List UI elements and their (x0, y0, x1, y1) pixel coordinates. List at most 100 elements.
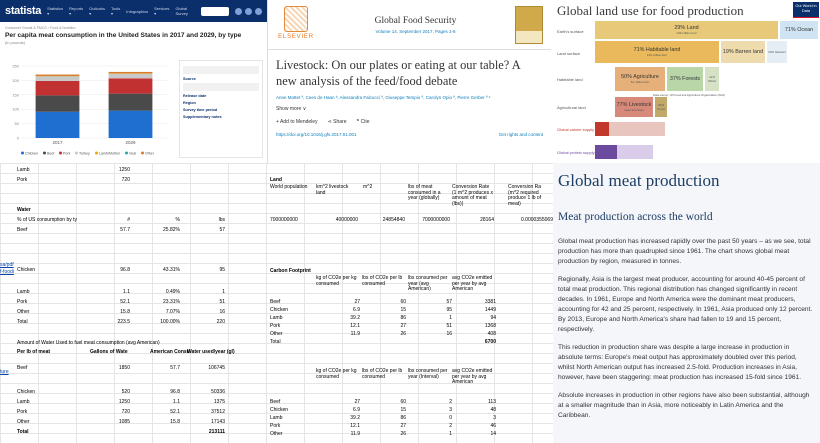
water2-row-gallons[interactable]: 720 (121, 409, 130, 415)
cell-pork-gal[interactable]: 720 (121, 177, 130, 183)
nav-tools[interactable]: Tools ▾ (110, 6, 121, 16)
link-sa-pdf[interactable]: sa/pdf (0, 262, 14, 268)
water2-row-label[interactable]: Pork (17, 409, 28, 415)
land-value[interactable]: 28164 (480, 217, 494, 223)
carbon-cell[interactable]: Other (270, 331, 283, 337)
water-row-pct[interactable]: 23.31% (163, 299, 180, 305)
water-header-0[interactable]: % of US consumption by ty (17, 217, 78, 223)
water2-row-gallons[interactable]: 1850 (118, 365, 130, 371)
carbon-cell[interactable]: 12.1 (350, 323, 360, 329)
breadcrumb[interactable]: Consumer Goods & FMCG › Food & Nutrition (5, 26, 76, 30)
water2-header-3[interactable]: Water used/year (gl) (187, 349, 235, 355)
water2-row-water-used[interactable]: 1375 (213, 399, 225, 405)
carbon-cell[interactable]: 1368 (484, 323, 496, 329)
land-value[interactable]: 24854840 (382, 217, 405, 223)
carbon-cell[interactable]: 1 (449, 315, 452, 321)
water-row-label[interactable]: Pork (17, 299, 28, 305)
carbon2-header[interactable]: avg CO2e emitted per year by avg America… (452, 368, 493, 385)
water-title[interactable]: Water (17, 207, 31, 213)
carbon-cell[interactable]: 1449 (484, 307, 496, 313)
language-icon[interactable] (245, 7, 252, 15)
carbon2-cell[interactable]: 48 (490, 407, 496, 413)
water-row-pct[interactable]: 43.31% (163, 267, 180, 273)
carbon-cell[interactable]: Beef (270, 299, 281, 305)
carbon2-cell[interactable]: 6.9 (353, 407, 360, 413)
carbon-cell[interactable]: Total (270, 339, 281, 345)
carbon2-header[interactable]: lbs consumed per year (Interval) (408, 368, 448, 380)
water-header-2[interactable]: % (175, 217, 180, 223)
carbon2-cell[interactable]: 14 (490, 431, 496, 437)
water-row-label[interactable]: Chicken (17, 267, 36, 273)
water-row-count[interactable]: 1.1 (123, 289, 130, 295)
carbon-cell[interactable]: 86 (400, 315, 406, 321)
water-row-pct[interactable]: 7.07% (165, 309, 180, 315)
sidebar-toolbar[interactable] (183, 66, 259, 74)
carbon-cell[interactable]: 15 (400, 307, 406, 313)
water-row-pct[interactable]: 0.49% (165, 289, 180, 295)
land-value[interactable]: 7000000000 (422, 217, 450, 223)
link-f-foodi[interactable]: f-foodi (0, 269, 14, 275)
carbon-cell[interactable]: 11.9 (350, 331, 360, 337)
nav-outlooks[interactable]: Outlooks ▾ (89, 6, 105, 16)
water-row-lbs[interactable]: 1 (222, 289, 225, 295)
water-row-pct[interactable]: 100.00% (160, 319, 180, 325)
link-ture[interactable]: ture (0, 369, 9, 375)
add-to-mendeley-button[interactable]: + Add to Mendeley (276, 119, 318, 125)
water2-row-gallons[interactable]: 1085 (118, 419, 130, 425)
journal-volume[interactable]: Volume 14, September 2017, Pages 1-8 (375, 29, 456, 34)
carbon-cell[interactable]: 6.9 (353, 307, 360, 313)
water2-row-label[interactable]: Other (17, 419, 30, 425)
carbon-header[interactable]: lbs of CO2e per lb consumed (362, 275, 403, 287)
water-row-count[interactable]: 223.5 (117, 319, 130, 325)
water2-title[interactable]: Amount of Water Used to fuel meat consum… (17, 340, 160, 346)
land-header[interactable]: m^2 (363, 184, 373, 190)
carbon2-cell[interactable]: 3 (493, 415, 496, 421)
carbon2-cell[interactable]: Pork (270, 423, 281, 429)
water-row-lbs[interactable]: 51 (219, 299, 225, 305)
carbon2-cell[interactable]: Other (270, 431, 283, 437)
water2-row-gallons[interactable]: 1250 (118, 399, 130, 405)
carbon-cell[interactable]: Lamb (270, 315, 283, 321)
water-row-label[interactable]: Lamb (17, 289, 30, 295)
nav-reports[interactable]: Reports ▾ (69, 6, 84, 16)
water-row-count[interactable]: 15.8 (120, 309, 130, 315)
carbon2-header[interactable]: kg of CO2e per kg consumed (316, 368, 357, 380)
carbon2-cell[interactable]: 86 (400, 415, 406, 421)
show-more-link[interactable]: Show more ∨ (276, 106, 307, 112)
source-info[interactable] (183, 83, 259, 91)
cell-lamb-gal[interactable]: 1250 (118, 167, 130, 173)
water2-row-water-used[interactable]: 37512 (211, 409, 225, 415)
carbon-cell[interactable]: 3381 (484, 299, 496, 305)
journal-cover[interactable] (515, 6, 543, 44)
water-row-label[interactable]: Total (17, 319, 28, 325)
water2-row-label[interactable]: Beef (17, 365, 28, 371)
water2-row-label[interactable]: Total (17, 429, 29, 435)
menu-icon[interactable] (255, 7, 262, 15)
carbon-title[interactable]: Carbon Footprint (270, 268, 311, 274)
carbon-cell[interactable]: 57 (446, 299, 452, 305)
carbon2-header[interactable]: lbs of CO2e per lb consumed (362, 368, 403, 380)
carbon-cell[interactable]: 6700 (484, 339, 496, 345)
nav-global-survey[interactable]: Global Survey (175, 6, 188, 16)
carbon2-cell[interactable]: Beef (270, 399, 281, 405)
share-button[interactable]: ⋖ Share (328, 119, 347, 125)
carbon2-cell[interactable]: 2 (449, 399, 452, 405)
carbon-cell[interactable]: 408 (487, 331, 496, 337)
user-icon[interactable] (235, 7, 242, 15)
land-header[interactable]: Conversion Rate (1 m^2 produces x amount… (452, 184, 493, 207)
land-header[interactable]: lbs of meat consumed in a year (globally… (408, 184, 441, 201)
carbon-cell[interactable]: 16 (446, 331, 452, 337)
carbon-header[interactable]: lbs consumed per year (avg American) (408, 275, 448, 292)
water-row-count[interactable]: 52.1 (120, 299, 130, 305)
water2-header-0[interactable]: Per lb of meat (17, 349, 51, 355)
water2-row-water-used[interactable]: 213111 (208, 429, 225, 435)
search-input[interactable] (201, 6, 229, 16)
carbon2-cell[interactable]: 15 (400, 407, 406, 413)
cell-pork[interactable]: Pork (17, 177, 28, 183)
owid-logo[interactable]: Our World in Data (793, 2, 819, 18)
carbon-header[interactable]: kg of CO2e per kg consumed (316, 275, 357, 287)
carbon2-cell[interactable]: 27 (354, 399, 360, 405)
water-row-lbs[interactable]: 95 (219, 267, 225, 273)
water2-header-2[interactable]: American Consu (150, 349, 190, 355)
carbon-cell[interactable]: 26 (400, 331, 406, 337)
